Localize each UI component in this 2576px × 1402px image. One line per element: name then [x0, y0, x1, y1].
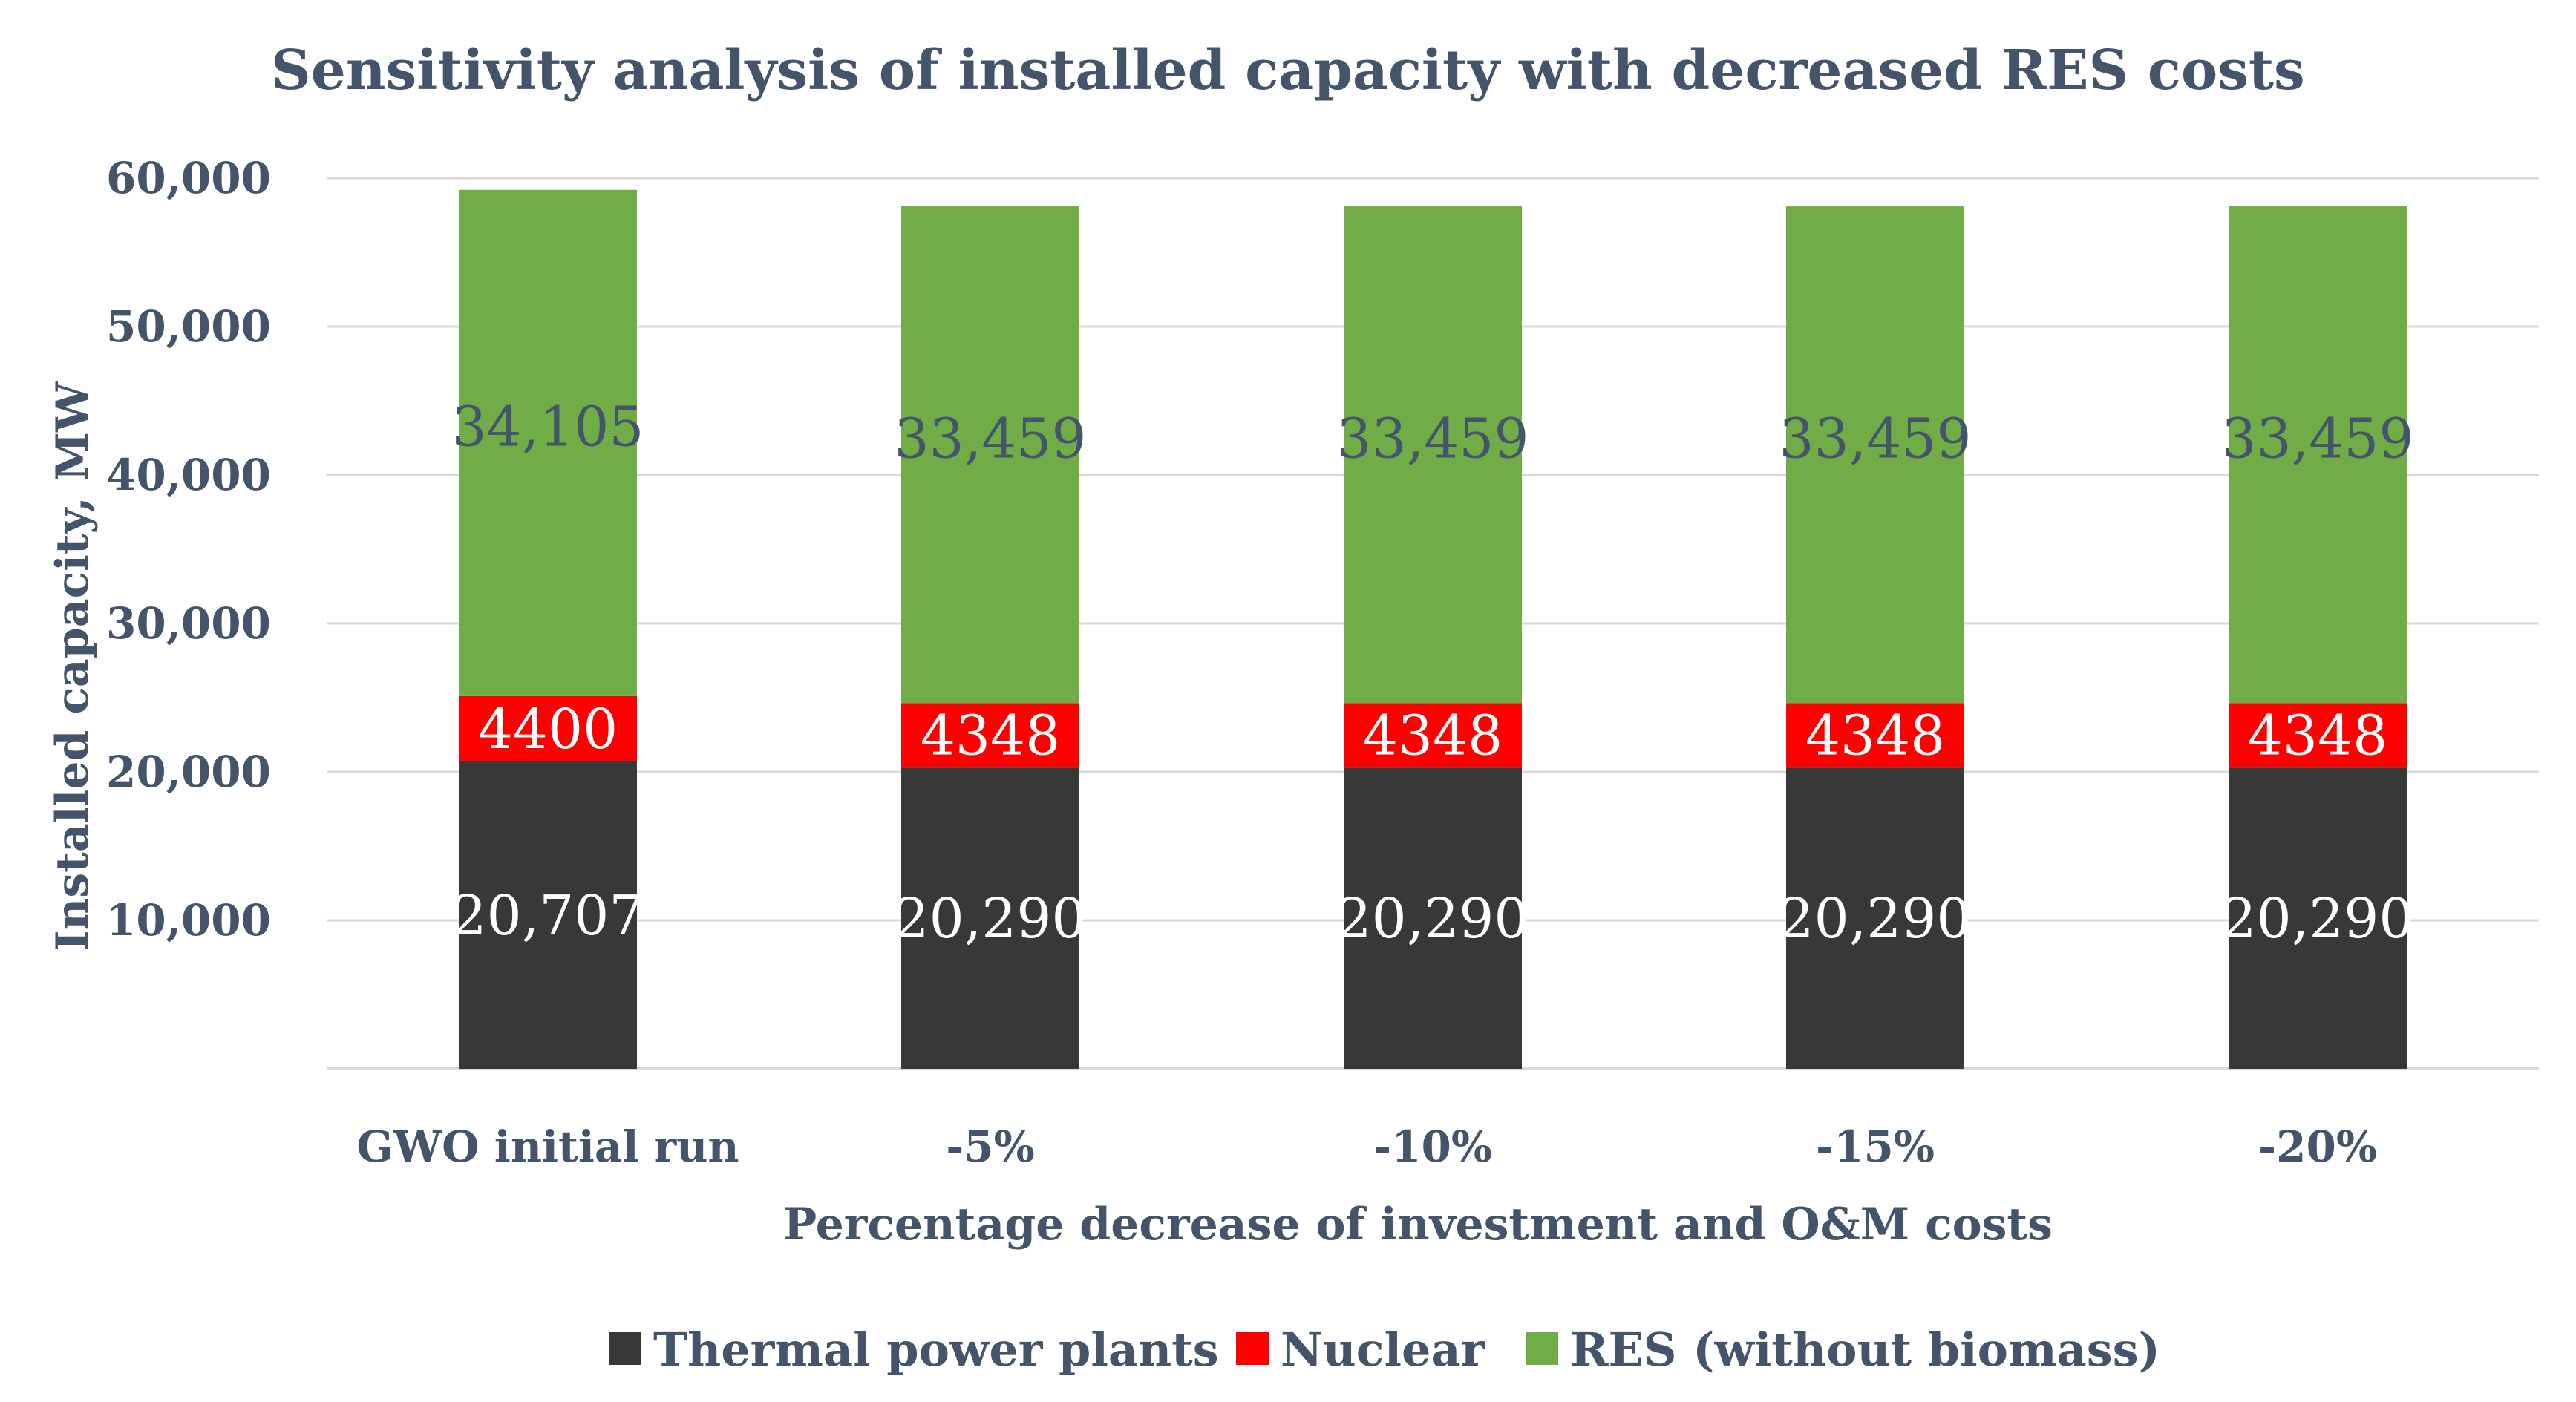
y-tick-label: 50,000: [106, 301, 271, 352]
y-axis-label: Installed capacity, MW: [47, 381, 99, 951]
data-label: 33,459: [2222, 407, 2414, 471]
data-label: 20,290: [1779, 887, 1972, 951]
data-label: 33,459: [1337, 407, 1529, 471]
x-axis-ticks: GWO initial run -5% -10% -15% -20%: [356, 1121, 2377, 1172]
y-tick-label: 40,000: [106, 450, 271, 500]
x-tick-label: -10%: [1373, 1121, 1492, 1172]
y-tick-label: 60,000: [106, 153, 271, 203]
bar-segment: [1786, 767, 1964, 1069]
data-label: 33,459: [1779, 407, 1972, 471]
data-label: 20,290: [2222, 887, 2414, 951]
y-tick-label: 30,000: [106, 598, 271, 649]
legend-label: RES (without biomass): [1570, 1323, 2160, 1377]
y-tick-label: 20,000: [106, 747, 271, 797]
data-label: 4348: [921, 704, 1060, 768]
legend-label: Nuclear: [1281, 1323, 1486, 1377]
data-label: 20,290: [1337, 887, 1529, 951]
data-label: 20,290: [895, 887, 1087, 951]
data-label: 4348: [1363, 704, 1503, 768]
data-label: 4400: [478, 698, 618, 761]
data-label: 20,707: [452, 884, 644, 948]
bar-segment: [901, 767, 1079, 1069]
x-tick-label: -20%: [2258, 1121, 2377, 1172]
bar-segment: [459, 695, 637, 761]
chart-title: Sensitivity analysis of installed capaci…: [271, 39, 2304, 102]
x-tick-label: -5%: [946, 1121, 1035, 1172]
bar-segment: [901, 206, 1079, 704]
bar-segment: [459, 761, 637, 1069]
data-label: 4348: [2248, 704, 2387, 768]
legend-swatch: [609, 1332, 641, 1365]
y-tick-label: 10,000: [106, 895, 271, 946]
data-label: 33,459: [895, 407, 1087, 471]
bar-segment: [1344, 703, 1522, 768]
x-tick-label: GWO initial run: [356, 1121, 739, 1172]
legend: Thermal power plants Nuclear RES (without …: [609, 1323, 2160, 1377]
legend-swatch: [1236, 1332, 1269, 1365]
x-tick-label: -15%: [1816, 1121, 1935, 1172]
bar-segment: [2229, 206, 2407, 704]
y-axis-ticks: 10,000 20,000 30,000 40,000 50,000 60,000: [106, 153, 271, 946]
bar-segment: [2229, 703, 2407, 768]
bar-segment: [2229, 767, 2407, 1069]
bar-segment: [1786, 703, 1964, 768]
legend-swatch: [1526, 1332, 1558, 1365]
bar-segment: [459, 189, 637, 696]
bar-segment: [1344, 206, 1522, 704]
data-label: 4348: [1805, 704, 1945, 768]
bar-segment: [901, 703, 1079, 768]
data-label: 34,105: [452, 395, 644, 459]
legend-label: Thermal power plants: [653, 1323, 1219, 1377]
bar-segment: [1786, 206, 1964, 704]
bar-series: 20,707 4400 34,105 20,290 4348 33,459 20,290 43…: [452, 189, 2414, 1069]
bar-segment: [1344, 767, 1522, 1069]
x-axis-label: Percentage decrease of investment and O&…: [783, 1199, 2053, 1251]
